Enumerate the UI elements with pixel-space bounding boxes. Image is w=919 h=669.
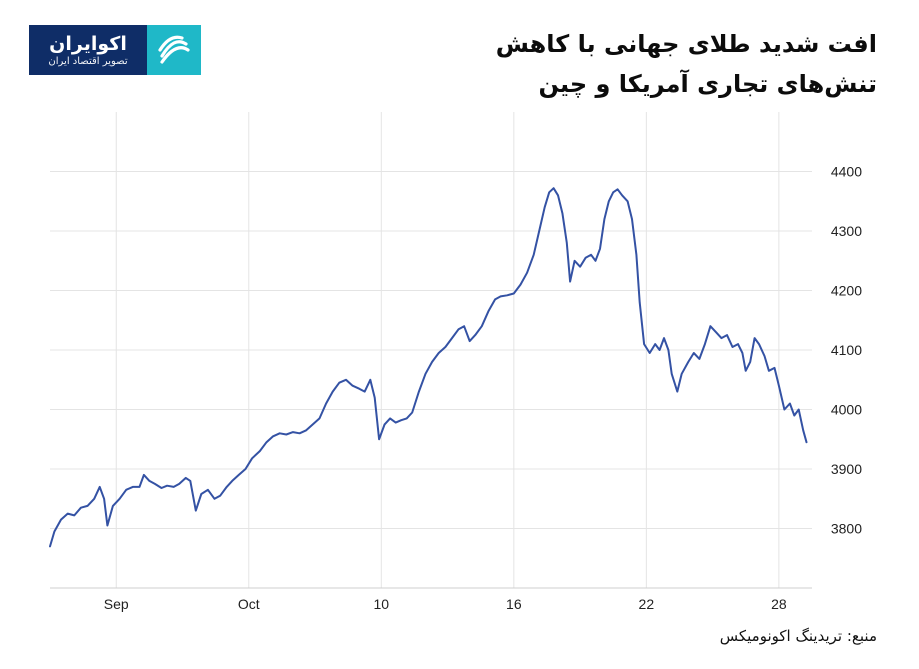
x-tick-label: 22 [639,596,655,612]
source-note: منبع: تریدینگ اکونومیکس [719,627,877,645]
y-tick-label: 4000 [831,402,862,418]
y-tick-label: 3800 [831,521,862,537]
y-tick-label: 4100 [831,342,862,358]
x-tick-label: Oct [238,596,260,612]
chart-title-line-2: تنش‌های تجاری آمریکا و چین [538,70,877,98]
x-tick-label: 10 [374,596,390,612]
y-tick-label: 4400 [831,164,862,180]
x-tick-label: Sep [104,596,129,612]
chart-title: افت شدید طلای جهانی با کاهش تنش‌های تجار… [397,24,877,104]
chart-title-line-1: افت شدید طلای جهانی با کاهش [495,30,877,58]
tick-layer: 3800 3900 4000 4100 4200 4300 4400 Sep Oct 10 16 22… [104,164,862,613]
grid-layer [50,112,812,589]
logo-spiral-icon [158,35,190,64]
logo: اکوایران تصویر اقتصاد ایران [29,25,201,75]
logo-text-block: اکوایران تصویر اقتصاد ایران [29,25,147,75]
x-tick-label: 28 [771,596,787,612]
x-tick-label: 16 [506,596,522,612]
y-tick-label: 4300 [831,223,862,239]
y-tick-label: 4200 [831,283,862,299]
logo-tagline: تصویر اقتصاد ایران [48,55,128,67]
y-tick-label: 3900 [831,461,862,477]
price-line [49,187,808,548]
logo-mark-icon [147,25,201,75]
logo-name: اکوایران [49,32,127,55]
